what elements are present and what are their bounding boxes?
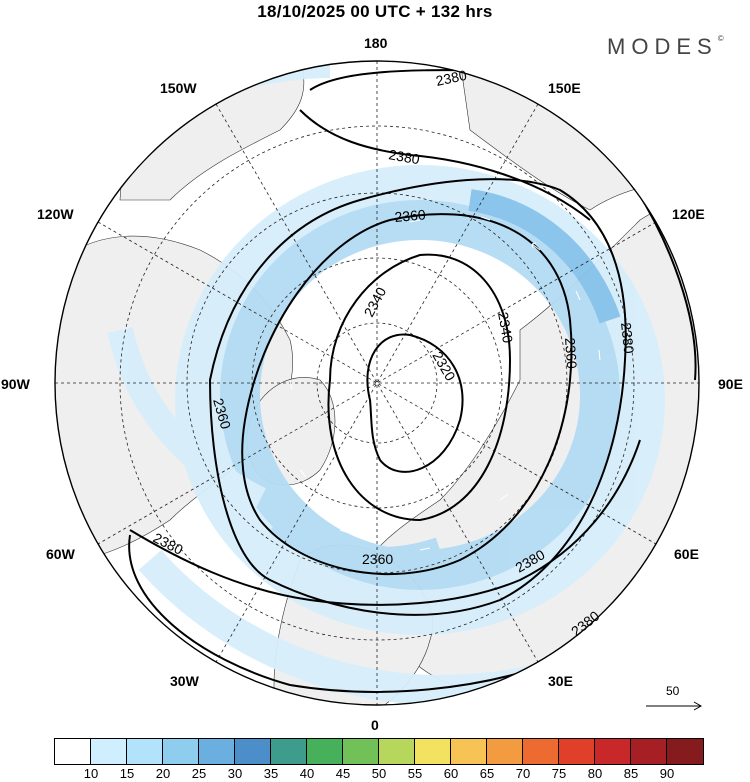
contour-label: 2360 (394, 206, 427, 225)
colorbar-bin (487, 739, 523, 764)
colorbar-bin (127, 739, 163, 764)
lon-label-0: 0 (371, 717, 379, 733)
colorbar-bin (379, 739, 415, 764)
graticule (55, 61, 699, 705)
colorbar-ticks: 10 15 20 25 30 35 40 45 50 55 60 65 70 75 80 85 90 (0, 766, 750, 782)
colorbar-bin (163, 739, 199, 764)
reference-vector-label: 50 (666, 684, 680, 698)
colorbar-bin (271, 739, 307, 764)
colorbar-tick-label: 80 (587, 766, 603, 781)
colorbar-bin (91, 739, 127, 764)
lon-label-90e: 90E (718, 376, 743, 392)
colorbar-bin (523, 739, 559, 764)
colorbar-bin (55, 739, 91, 764)
colorbar-bin (595, 739, 631, 764)
colorbar-tick-label: 85 (623, 766, 639, 781)
colorbar-tick-label: 60 (443, 766, 459, 781)
lon-label-90w: 90W (1, 376, 30, 392)
contour-label: 2380 (387, 146, 421, 167)
map-boundary (54, 60, 700, 706)
map-title: 18/10/2025 00 UTC + 132 hrs (257, 2, 493, 21)
colorbar-bin (451, 739, 487, 764)
colorbar-tick-label: 35 (263, 766, 279, 781)
contour-label: 2380 (434, 67, 468, 89)
lon-label-60w: 60W (46, 546, 75, 562)
colorbar-tick-label: 70 (515, 766, 531, 781)
reference-vector-arrow-icon (646, 701, 703, 711)
contour-label: 2360 (362, 551, 393, 567)
colorbar-tick-label: 90 (659, 766, 675, 781)
colorbar-bin (559, 739, 595, 764)
lon-label-180: 180 (364, 35, 388, 51)
colorbar-bin (667, 739, 703, 764)
colorbar-bin (631, 739, 667, 764)
lon-label-150w: 150W (160, 80, 197, 96)
wind-vectors (289, 216, 601, 551)
colorbar-tick-label: 50 (371, 766, 387, 781)
lon-label-150e: 150E (548, 80, 581, 96)
colorbar-tick-label: 75 (551, 766, 567, 781)
colorbar (54, 738, 704, 765)
contour-label: 2380 (618, 322, 637, 355)
colorbar-tick-label: 30 (227, 766, 243, 781)
colorbar-bin (343, 739, 379, 764)
colorbar-bin (307, 739, 343, 764)
colorbar-tick-label: 45 (335, 766, 351, 781)
contour-label: 2360 (562, 337, 580, 369)
lon-label-60e: 60E (674, 546, 699, 562)
colorbar-tick-label: 20 (155, 766, 171, 781)
modes-logo: MODES© (607, 34, 724, 59)
colorbar-bin (235, 739, 271, 764)
colorbar-tick-label: 25 (191, 766, 207, 781)
polar-stereographic-map: 2380 2380 2360 2340 2340 2320 2360 2380 … (54, 60, 700, 706)
lon-label-120e: 120E (672, 206, 705, 222)
lon-label-30w: 30W (170, 673, 199, 689)
colorbar-tick-label: 40 (299, 766, 315, 781)
colorbar-bin (415, 739, 451, 764)
colorbar-bin (199, 739, 235, 764)
colorbar-tick-label: 55 (407, 766, 423, 781)
contour-label: 2340 (495, 311, 516, 345)
colorbar-tick-label: 10 (83, 766, 99, 781)
lon-label-120w: 120W (37, 206, 74, 222)
lon-label-30e: 30E (548, 673, 573, 689)
colorbar-tick-label: 15 (119, 766, 135, 781)
reference-vector: 50 (644, 684, 704, 714)
colorbar-tick-label: 65 (479, 766, 495, 781)
geopotential-contours (128, 68, 697, 693)
